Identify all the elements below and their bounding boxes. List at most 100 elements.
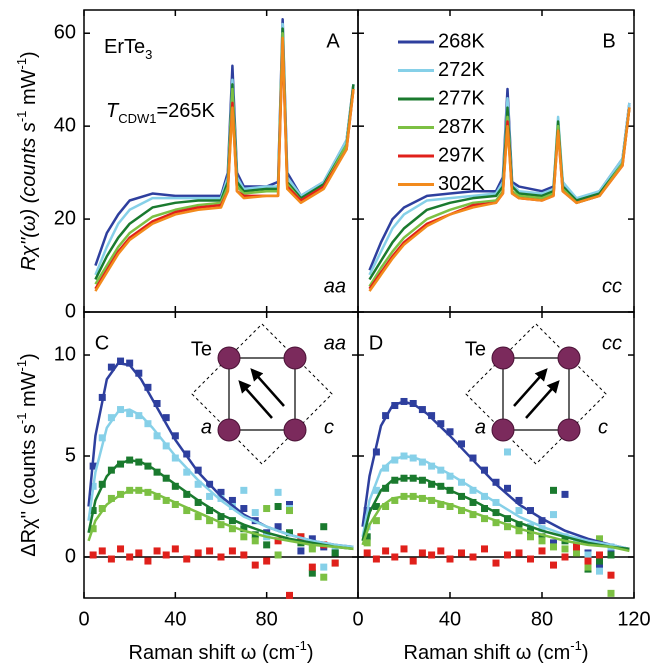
data-point (607, 547, 615, 555)
data-point (458, 507, 465, 515)
data-point (153, 432, 161, 440)
data-point (550, 561, 557, 569)
data-point (107, 414, 115, 422)
data-point (550, 511, 557, 519)
plot-frame (357, 311, 635, 599)
legend-label: 277K (438, 87, 485, 109)
x-axis-label-part: ) (582, 642, 589, 664)
data-point (297, 547, 305, 555)
data-point (162, 551, 170, 559)
data-point (228, 525, 236, 533)
data-point (89, 551, 97, 559)
data-point (206, 517, 214, 525)
data-point (107, 555, 115, 563)
data-point (437, 420, 445, 428)
spectrum-line (94, 31, 355, 285)
inset-atom-label: Te (465, 338, 486, 360)
inset-square (228, 357, 296, 431)
data-point (171, 545, 179, 553)
y-tick-label: 0 (65, 545, 76, 567)
inset-axis-label: a (201, 416, 212, 438)
data-point (515, 496, 523, 504)
data-point (286, 529, 293, 537)
data-point (117, 545, 125, 553)
spectrum-line (94, 41, 355, 290)
inset-dashed-square (191, 323, 333, 465)
data-point (251, 561, 259, 569)
data-point (274, 537, 282, 545)
data-point (194, 480, 202, 488)
data-point (126, 359, 134, 367)
x-axis-label-part: -1 (295, 638, 307, 653)
data-point (538, 533, 546, 541)
y-axis-label-part: ) (18, 51, 40, 58)
data-point (372, 517, 380, 525)
polarization-arrow (513, 368, 548, 407)
data-point (538, 517, 546, 525)
data-point (469, 553, 477, 561)
polarization-arrow (238, 380, 273, 419)
spectrum-line (368, 97, 631, 276)
x-tick-label: 0 (352, 608, 363, 630)
data-point (126, 553, 134, 561)
fit-line (361, 495, 630, 553)
data-point (382, 484, 390, 492)
data-point (144, 383, 152, 391)
data-point (217, 521, 225, 529)
data-point (320, 563, 328, 571)
panel-label: A (326, 30, 340, 52)
data-point (183, 490, 191, 498)
panel: Bcc 268K 272K 277K 287K 297K 302K (357, 9, 635, 313)
fit-line (361, 400, 630, 551)
data-point (446, 428, 454, 436)
data-point (117, 357, 125, 365)
legend-label: 297K (438, 144, 485, 166)
panel-label: D (369, 332, 383, 354)
data-point (504, 523, 511, 531)
data-point (538, 525, 546, 533)
x-axis-label: Raman shift ω (cm-1) (129, 638, 314, 664)
data-point (437, 547, 445, 555)
data-point (107, 363, 115, 371)
data-point (363, 549, 371, 557)
x-tick-label: 0 (78, 608, 89, 630)
polarization-label: cc (602, 332, 622, 354)
y-axis-label-part: ) (18, 353, 40, 360)
data-point (274, 503, 282, 511)
data-point (428, 551, 436, 559)
data-point (372, 448, 380, 456)
inset-atom-label: Te (191, 338, 212, 360)
data-point (458, 440, 465, 448)
transition-label-part: CDW1 (118, 111, 156, 126)
data-point (428, 462, 436, 470)
te-atom (557, 346, 581, 370)
data-point (469, 486, 477, 494)
data-point (492, 519, 500, 527)
data-point (428, 480, 436, 488)
fit-line (87, 408, 354, 549)
polarization-arrow (250, 368, 285, 407)
data-point (286, 507, 293, 515)
te-atom (217, 346, 241, 370)
x-tick-label: 80 (256, 608, 278, 630)
data-point (171, 482, 179, 490)
te-atom (491, 418, 515, 442)
data-point (538, 547, 546, 555)
spectrum-line (368, 87, 631, 271)
data-point (286, 591, 293, 599)
y-axis-label-part: mW (18, 371, 40, 412)
data-point (446, 503, 454, 511)
x-axis-label-part: -1 (570, 638, 582, 653)
data-point (162, 414, 170, 422)
data-point (458, 549, 465, 557)
panel-label: B (602, 30, 615, 52)
data-point (481, 505, 488, 513)
y-axis-label-part: mW (18, 69, 40, 110)
data-point (320, 523, 328, 531)
x-axis-label-part: Raman shift ω (cm (404, 642, 571, 664)
data-point (194, 513, 202, 521)
data-point (251, 509, 259, 517)
data-point (263, 541, 271, 549)
spectrum-line (368, 107, 631, 292)
y-axis-label-part: -1 (14, 360, 29, 372)
